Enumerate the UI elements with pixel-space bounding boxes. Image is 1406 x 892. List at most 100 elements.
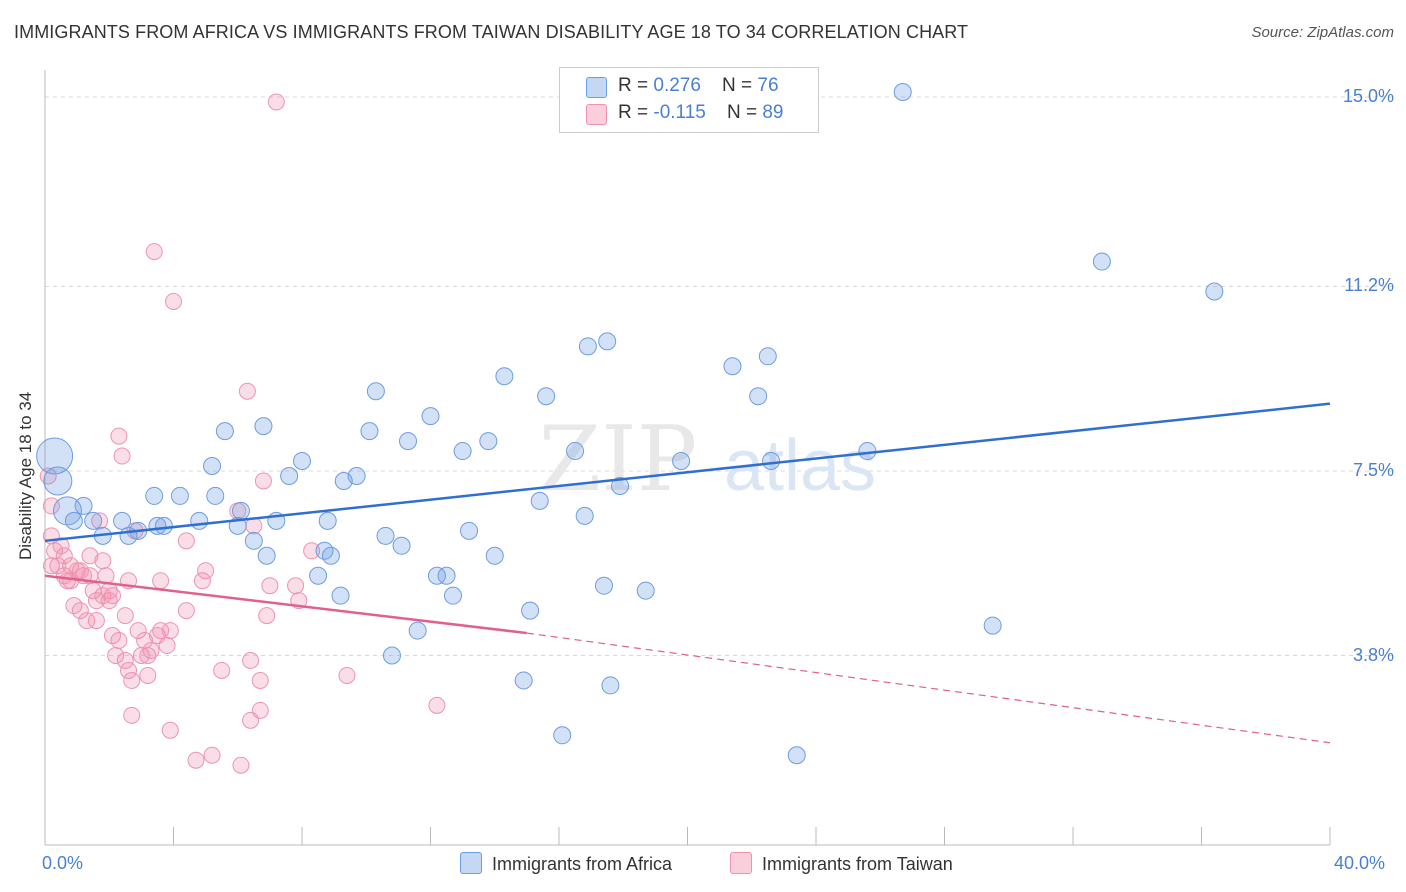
africa-point (154, 516, 173, 535)
taiwan-point (100, 592, 118, 610)
bottom-legend-swatch-taiwan (730, 852, 752, 874)
africa-point (43, 466, 73, 496)
africa-point (408, 621, 427, 640)
africa-point (762, 452, 781, 471)
africa-point (495, 367, 514, 386)
africa-point (460, 521, 479, 540)
africa-point (575, 506, 594, 525)
africa-point (366, 382, 385, 401)
legend-n-label: N = (726, 102, 763, 123)
africa-point (36, 437, 74, 475)
taiwan-point (254, 472, 272, 490)
taiwan-point (251, 671, 269, 689)
chart-title: IMMIGRANTS FROM AFRICA VS IMMIGRANTS FRO… (14, 22, 969, 42)
africa-point (203, 457, 222, 476)
legend-r-label: R = (618, 75, 654, 96)
bottom-legend-label-taiwan: Immigrants from Taiwan (762, 854, 953, 874)
taiwan-point (161, 622, 179, 640)
taiwan-point (197, 562, 215, 580)
taiwan-point (338, 666, 356, 684)
legend-r-value-africa: 0.276 (653, 75, 701, 96)
africa-point (244, 531, 263, 550)
taiwan-point (238, 382, 256, 400)
africa-point (672, 452, 691, 471)
africa-point (601, 676, 620, 695)
africa-point (427, 566, 446, 585)
africa-point (145, 486, 164, 505)
x-tick-label-end: 40.0% (1334, 853, 1386, 873)
africa-point (280, 466, 299, 485)
bottom-legend-taiwan: Immigrants from Taiwan (730, 852, 953, 875)
africa-point (594, 576, 613, 595)
africa-point (206, 486, 225, 505)
taiwan-point (110, 427, 128, 445)
africa-point (553, 726, 572, 745)
africa-points (36, 83, 1224, 765)
taiwan-point (251, 701, 269, 719)
y-tick-label: 7.5% (1352, 460, 1394, 480)
taiwan-point (303, 542, 321, 560)
africa-point (382, 646, 401, 665)
legend-n-value-taiwan: 89 (762, 102, 784, 123)
y-tick-label: 3.8% (1352, 644, 1394, 665)
legend-swatch-taiwan (586, 104, 607, 125)
africa-point (598, 332, 617, 351)
taiwan-point (42, 497, 60, 515)
taiwan-point (123, 706, 141, 724)
africa-point (453, 442, 472, 461)
africa-point (257, 546, 276, 565)
taiwan-point (52, 537, 70, 555)
africa-point (636, 581, 655, 600)
taiwan-point (81, 547, 99, 565)
taiwan-point (110, 632, 128, 650)
trend-lines (44, 402, 1331, 744)
bottom-legend-swatch-africa (460, 852, 482, 874)
stats-legend: R = 0.276 N = 76 R = -0.115 N = 89 (559, 67, 819, 133)
taiwan-point (287, 577, 305, 595)
taiwan-point (242, 651, 260, 669)
taiwan-point (113, 447, 131, 465)
africa-point (231, 501, 250, 520)
africa-point (376, 526, 395, 545)
africa-point (787, 746, 806, 765)
africa-point (485, 546, 504, 565)
taiwan-point (49, 557, 67, 575)
africa-point (321, 546, 340, 565)
taiwan-point (71, 602, 89, 620)
africa-point (758, 347, 777, 366)
taiwan-point (87, 612, 105, 630)
taiwan-point (213, 661, 231, 679)
taiwan-point (103, 587, 121, 605)
x-tick-label-start: 0.0% (42, 853, 84, 873)
taiwan-point (94, 552, 112, 570)
africa-point (893, 83, 912, 102)
y-tick-label: 11.2% (1344, 275, 1394, 296)
africa-point (983, 616, 1002, 635)
taiwan-point (145, 243, 163, 261)
grid-lines (45, 96, 1393, 657)
africa-point (1092, 252, 1111, 271)
taiwan-point (261, 577, 279, 595)
africa-point (52, 496, 82, 526)
taiwan-trend-extension (526, 632, 1331, 744)
africa-point (858, 442, 877, 461)
taiwan-point (120, 661, 138, 679)
y-tick-label: 15.0% (1342, 86, 1394, 106)
taiwan-point (123, 671, 141, 689)
taiwan-point (187, 751, 205, 769)
taiwan-point (142, 642, 160, 660)
africa-point (399, 432, 418, 451)
africa-point (318, 511, 337, 530)
africa-point (479, 432, 498, 451)
taiwan-trend-line (44, 574, 528, 635)
taiwan-point (161, 721, 179, 739)
taiwan-point (177, 532, 195, 550)
axes (44, 70, 1331, 846)
africa-point (530, 491, 549, 510)
africa-point (566, 442, 585, 461)
taiwan-point (116, 651, 134, 669)
africa-point (215, 422, 234, 441)
taiwan-point (139, 647, 157, 665)
africa-point (331, 586, 350, 605)
africa-point (611, 476, 630, 495)
